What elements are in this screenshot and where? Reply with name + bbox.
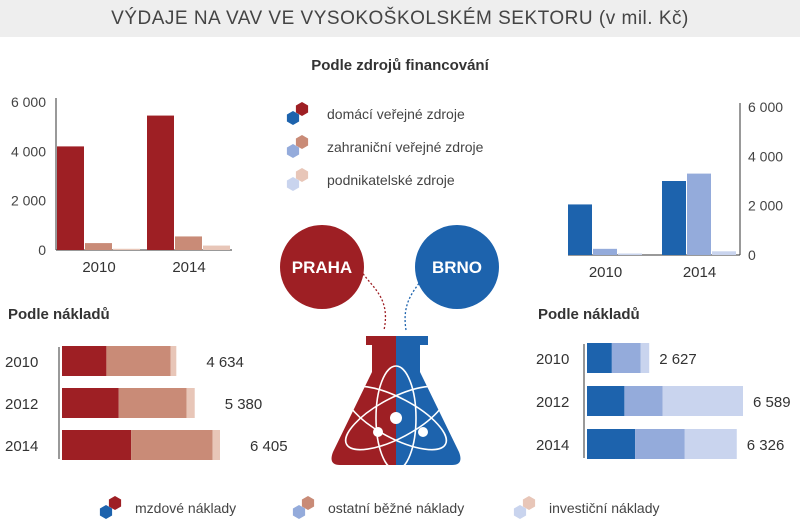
legend-cost-3-brno-swatch — [513, 505, 527, 519]
praha-costs-bar-2012-3 — [186, 388, 195, 418]
brno-sources-bar-2014-1 — [662, 181, 686, 255]
praha-sources-ytick: 6 000 — [11, 94, 46, 110]
legend-cost-2-praha-swatch — [301, 496, 315, 510]
brno-costs-total-2014: 6 326 — [747, 437, 785, 454]
brno-costs-ytick-2012: 2012 — [536, 394, 569, 411]
legend-cost-2-brno-swatch — [292, 505, 306, 519]
brno-sources-ytick: 6 000 — [748, 99, 783, 115]
legend-source-1-brno-swatch — [286, 111, 300, 125]
praha-costs-bar-2012-2 — [118, 388, 187, 418]
brno-sources-bar-2010-2 — [593, 248, 617, 255]
praha-costs-bar-2010-1 — [62, 346, 107, 376]
brno-costs-bar-2012-3 — [662, 386, 743, 416]
legend-source-1-praha-swatch — [295, 102, 309, 116]
atom-orbit-1 — [344, 385, 448, 451]
brno-costs-bar-2014-1 — [587, 429, 636, 459]
brno-costs-title: Podle nákladů — [538, 306, 640, 323]
praha-costs-bar-2010-2 — [106, 346, 171, 376]
brno-costs-ytick-2014: 2014 — [536, 437, 569, 454]
praha-costs-bar-2014-3 — [212, 430, 220, 460]
brno-costs-total-2010: 2 627 — [659, 351, 697, 368]
praha-connector — [354, 259, 387, 331]
brno-sources-bar-2010-1 — [568, 204, 592, 255]
brno-sources-bar-2014-3 — [712, 251, 736, 255]
brno-costs-total-2012: 6 589 — [753, 394, 791, 411]
legend-source-3-brno-swatch — [286, 177, 300, 191]
praha-sources-xtick-2010: 2010 — [82, 259, 115, 276]
chart-title: VÝDAJE NA VAV VE VYSOKOŠKOLSKÉM SEKTORU … — [0, 0, 800, 37]
praha-costs-title: Podle nákladů — [8, 306, 110, 323]
infographic: 0 2 000 4 000 6 000 2010 2014 0 2 000 4 000 6 000… — [5, 94, 791, 519]
praha-costs-bar-2012-1 — [62, 388, 119, 418]
praha-costs-bar-2010-3 — [170, 346, 177, 376]
brno-costs-bar-2010-3 — [640, 343, 650, 373]
brno-sources-bar-2014-2 — [687, 173, 711, 255]
brno-sources-xtick-2010: 2010 — [589, 264, 622, 281]
brno-sources-xtick-2014: 2014 — [683, 264, 716, 281]
atom-orbit-2 — [344, 385, 448, 451]
legend-cost-1-label: mzdové náklady — [135, 500, 236, 516]
brno-circle — [415, 225, 499, 309]
praha-costs-ytick-2014: 2014 — [5, 438, 38, 455]
praha-sources-bar-2014-3 — [203, 245, 230, 250]
brno-label: BRNO — [432, 258, 482, 277]
brno-costs-bar-2012-2 — [624, 386, 663, 416]
brno-costs-bar-2014-2 — [635, 429, 685, 459]
praha-label: PRAHA — [292, 258, 352, 277]
praha-costs-ytick-2010: 2010 — [5, 354, 38, 371]
brno-costs-bar-2012-1 — [587, 386, 625, 416]
praha-sources-bar-2010-2 — [85, 243, 112, 250]
legend-source-3-praha-swatch — [295, 168, 309, 182]
brno-costs-bar-2010-2 — [611, 343, 641, 373]
praha-costs-total-2012: 5 380 — [225, 396, 263, 413]
praha-costs-total-2010: 4 634 — [206, 354, 244, 371]
praha-sources-bar-2010-3 — [113, 248, 140, 250]
legend-source-2-brno-swatch — [286, 144, 300, 158]
brno-sources-bar-2010-3 — [618, 253, 642, 255]
praha-costs-bar-2014-1 — [62, 430, 132, 460]
brno-sources-ytick: 0 — [748, 247, 756, 263]
atom-electron-2 — [418, 427, 428, 437]
legend-cost-2-label: ostatní běžné náklady — [328, 500, 464, 516]
brno-costs-bar-2010-1 — [587, 343, 612, 373]
praha-sources-bar-2010-1 — [57, 146, 84, 250]
brno-sources-ytick: 4 000 — [748, 148, 783, 164]
praha-costs-bar-2014-2 — [131, 430, 213, 460]
praha-costs-total-2014: 6 405 — [250, 438, 288, 455]
atom-electron-1 — [373, 427, 383, 437]
praha-sources-xtick-2014: 2014 — [172, 259, 205, 276]
legend-source-3-label: podnikatelské zdroje — [327, 172, 455, 188]
atom-orbit-3 — [375, 365, 417, 471]
brno-costs-ytick-2010: 2010 — [536, 351, 569, 368]
praha-sources-ytick: 0 — [38, 242, 46, 258]
praha-costs-ytick-2012: 2012 — [5, 396, 38, 413]
praha-sources-bar-2014-2 — [175, 236, 202, 250]
sources-subtitle: Podle zdrojů financování — [311, 57, 489, 74]
legend-cost-3-praha-swatch — [522, 496, 536, 510]
legend-cost-1-brno-swatch — [99, 505, 113, 519]
praha-sources-ytick: 4 000 — [11, 143, 46, 159]
praha-sources-ytick: 2 000 — [11, 193, 46, 209]
legend-source-2-label: zahraniční veřejné zdroje — [327, 139, 484, 155]
legend-cost-3-label: investiční náklady — [549, 500, 660, 516]
brno-costs-bar-2014-3 — [684, 429, 737, 459]
praha-sources-bar-2014-1 — [147, 115, 174, 250]
legend-cost-1-praha-swatch — [108, 496, 122, 510]
legend-source-2-praha-swatch — [295, 135, 309, 149]
atom-nucleus — [390, 412, 402, 424]
praha-circle — [280, 225, 364, 309]
brno-sources-ytick: 2 000 — [748, 198, 783, 214]
legend-source-1-label: domácí veřejné zdroje — [327, 106, 465, 122]
